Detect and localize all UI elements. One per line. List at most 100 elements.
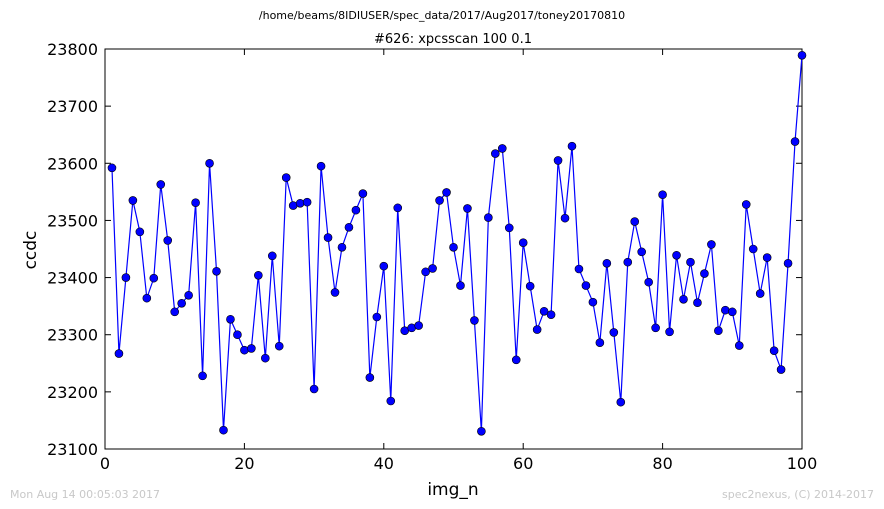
data-point bbox=[358, 189, 368, 198]
data-point bbox=[414, 321, 423, 330]
data-point bbox=[428, 264, 437, 273]
data-point bbox=[672, 250, 681, 260]
data-point bbox=[240, 345, 249, 355]
data-point bbox=[198, 371, 207, 381]
data-point bbox=[107, 163, 117, 173]
data-point bbox=[665, 327, 674, 337]
data-point bbox=[393, 203, 403, 213]
chart-title: #626: xpcsscan 100 0.1 bbox=[374, 32, 532, 47]
data-point bbox=[797, 50, 807, 60]
data-point bbox=[518, 238, 528, 248]
series-line bbox=[111, 55, 803, 432]
data-point bbox=[247, 344, 256, 353]
data-point bbox=[741, 200, 751, 209]
series-markers bbox=[107, 50, 807, 436]
data-point bbox=[351, 205, 361, 215]
y-tick-label: 23400 bbox=[47, 269, 98, 288]
data-point bbox=[316, 161, 326, 171]
data-point bbox=[156, 180, 166, 189]
data-point bbox=[456, 281, 465, 290]
y-tick-label: 23100 bbox=[47, 440, 98, 459]
data-point bbox=[233, 330, 242, 340]
data-point bbox=[121, 273, 131, 282]
y-axis-ticks: 23100 23200 23300 23400 23500 23600 23700 23800 bbox=[47, 40, 802, 459]
data-point bbox=[170, 307, 179, 317]
data-point bbox=[323, 233, 333, 242]
y-tick-label: 23700 bbox=[47, 97, 98, 116]
data-point bbox=[470, 316, 479, 325]
data-point bbox=[658, 190, 667, 200]
data-point bbox=[261, 353, 270, 363]
data-point bbox=[679, 294, 688, 304]
data-point bbox=[755, 289, 765, 298]
data-point bbox=[463, 204, 472, 213]
data-point bbox=[637, 247, 646, 257]
data-point bbox=[616, 397, 626, 407]
x-axis-label: img_n bbox=[427, 480, 478, 500]
data-point bbox=[379, 261, 389, 271]
data-point bbox=[386, 396, 396, 406]
data-point bbox=[651, 323, 660, 333]
y-tick-label: 23300 bbox=[47, 326, 98, 345]
data-point bbox=[734, 341, 744, 350]
data-point bbox=[128, 196, 138, 205]
data-point bbox=[281, 173, 291, 182]
x-tick-label: 40 bbox=[374, 454, 394, 473]
data-point bbox=[574, 264, 584, 274]
data-point bbox=[274, 341, 284, 351]
data-point bbox=[546, 310, 556, 320]
data-point bbox=[212, 266, 221, 276]
data-point bbox=[421, 267, 430, 277]
data-point bbox=[497, 144, 507, 153]
data-point bbox=[344, 222, 354, 232]
y-tick-label: 23600 bbox=[47, 154, 98, 173]
data-point bbox=[226, 314, 235, 324]
data-point bbox=[588, 297, 598, 307]
data-point bbox=[553, 156, 563, 165]
data-point bbox=[748, 244, 758, 254]
data-point bbox=[449, 242, 458, 252]
data-point bbox=[114, 349, 124, 358]
data-point bbox=[539, 306, 549, 316]
data-point bbox=[372, 312, 382, 322]
data-point bbox=[511, 355, 521, 365]
data-point bbox=[177, 298, 186, 308]
data-point bbox=[219, 425, 228, 435]
figure-suptitle: /home/beams/8IDIUSER/spec_data/2017/Aug2… bbox=[259, 9, 625, 22]
x-tick-label: 0 bbox=[100, 454, 110, 473]
data-point bbox=[693, 298, 702, 308]
data-point bbox=[149, 273, 159, 283]
data-point bbox=[309, 384, 319, 394]
data-point bbox=[435, 196, 444, 205]
data-point bbox=[491, 149, 500, 158]
data-point bbox=[302, 197, 312, 207]
data-point bbox=[714, 326, 723, 336]
data-point bbox=[560, 213, 570, 223]
x-tick-label: 60 bbox=[513, 454, 533, 473]
data-point bbox=[135, 227, 145, 237]
data-point bbox=[205, 158, 214, 168]
data-point bbox=[295, 198, 305, 208]
plot-area: 0 20 40 60 80 100 231002320023300234002350023… bbox=[47, 40, 817, 473]
data-point bbox=[630, 217, 640, 226]
data-point bbox=[254, 270, 263, 280]
data-point bbox=[721, 305, 730, 315]
data-point bbox=[330, 288, 340, 297]
data-point bbox=[337, 242, 347, 252]
data-point bbox=[184, 290, 193, 300]
y-axis-label: ccdc bbox=[21, 231, 41, 270]
data-point bbox=[532, 325, 542, 334]
data-point bbox=[700, 269, 709, 278]
data-point bbox=[776, 365, 786, 374]
y-tick-label: 23500 bbox=[47, 211, 98, 230]
data-point bbox=[727, 307, 737, 317]
data-point bbox=[769, 346, 779, 356]
data-point bbox=[790, 137, 800, 146]
data-point bbox=[762, 253, 772, 262]
data-point bbox=[581, 281, 591, 290]
data-point bbox=[163, 236, 173, 245]
data-point bbox=[567, 141, 577, 151]
data-point bbox=[609, 328, 619, 337]
x-axis-ticks: 0 20 40 60 80 100 bbox=[100, 49, 817, 473]
data-point bbox=[623, 257, 633, 267]
